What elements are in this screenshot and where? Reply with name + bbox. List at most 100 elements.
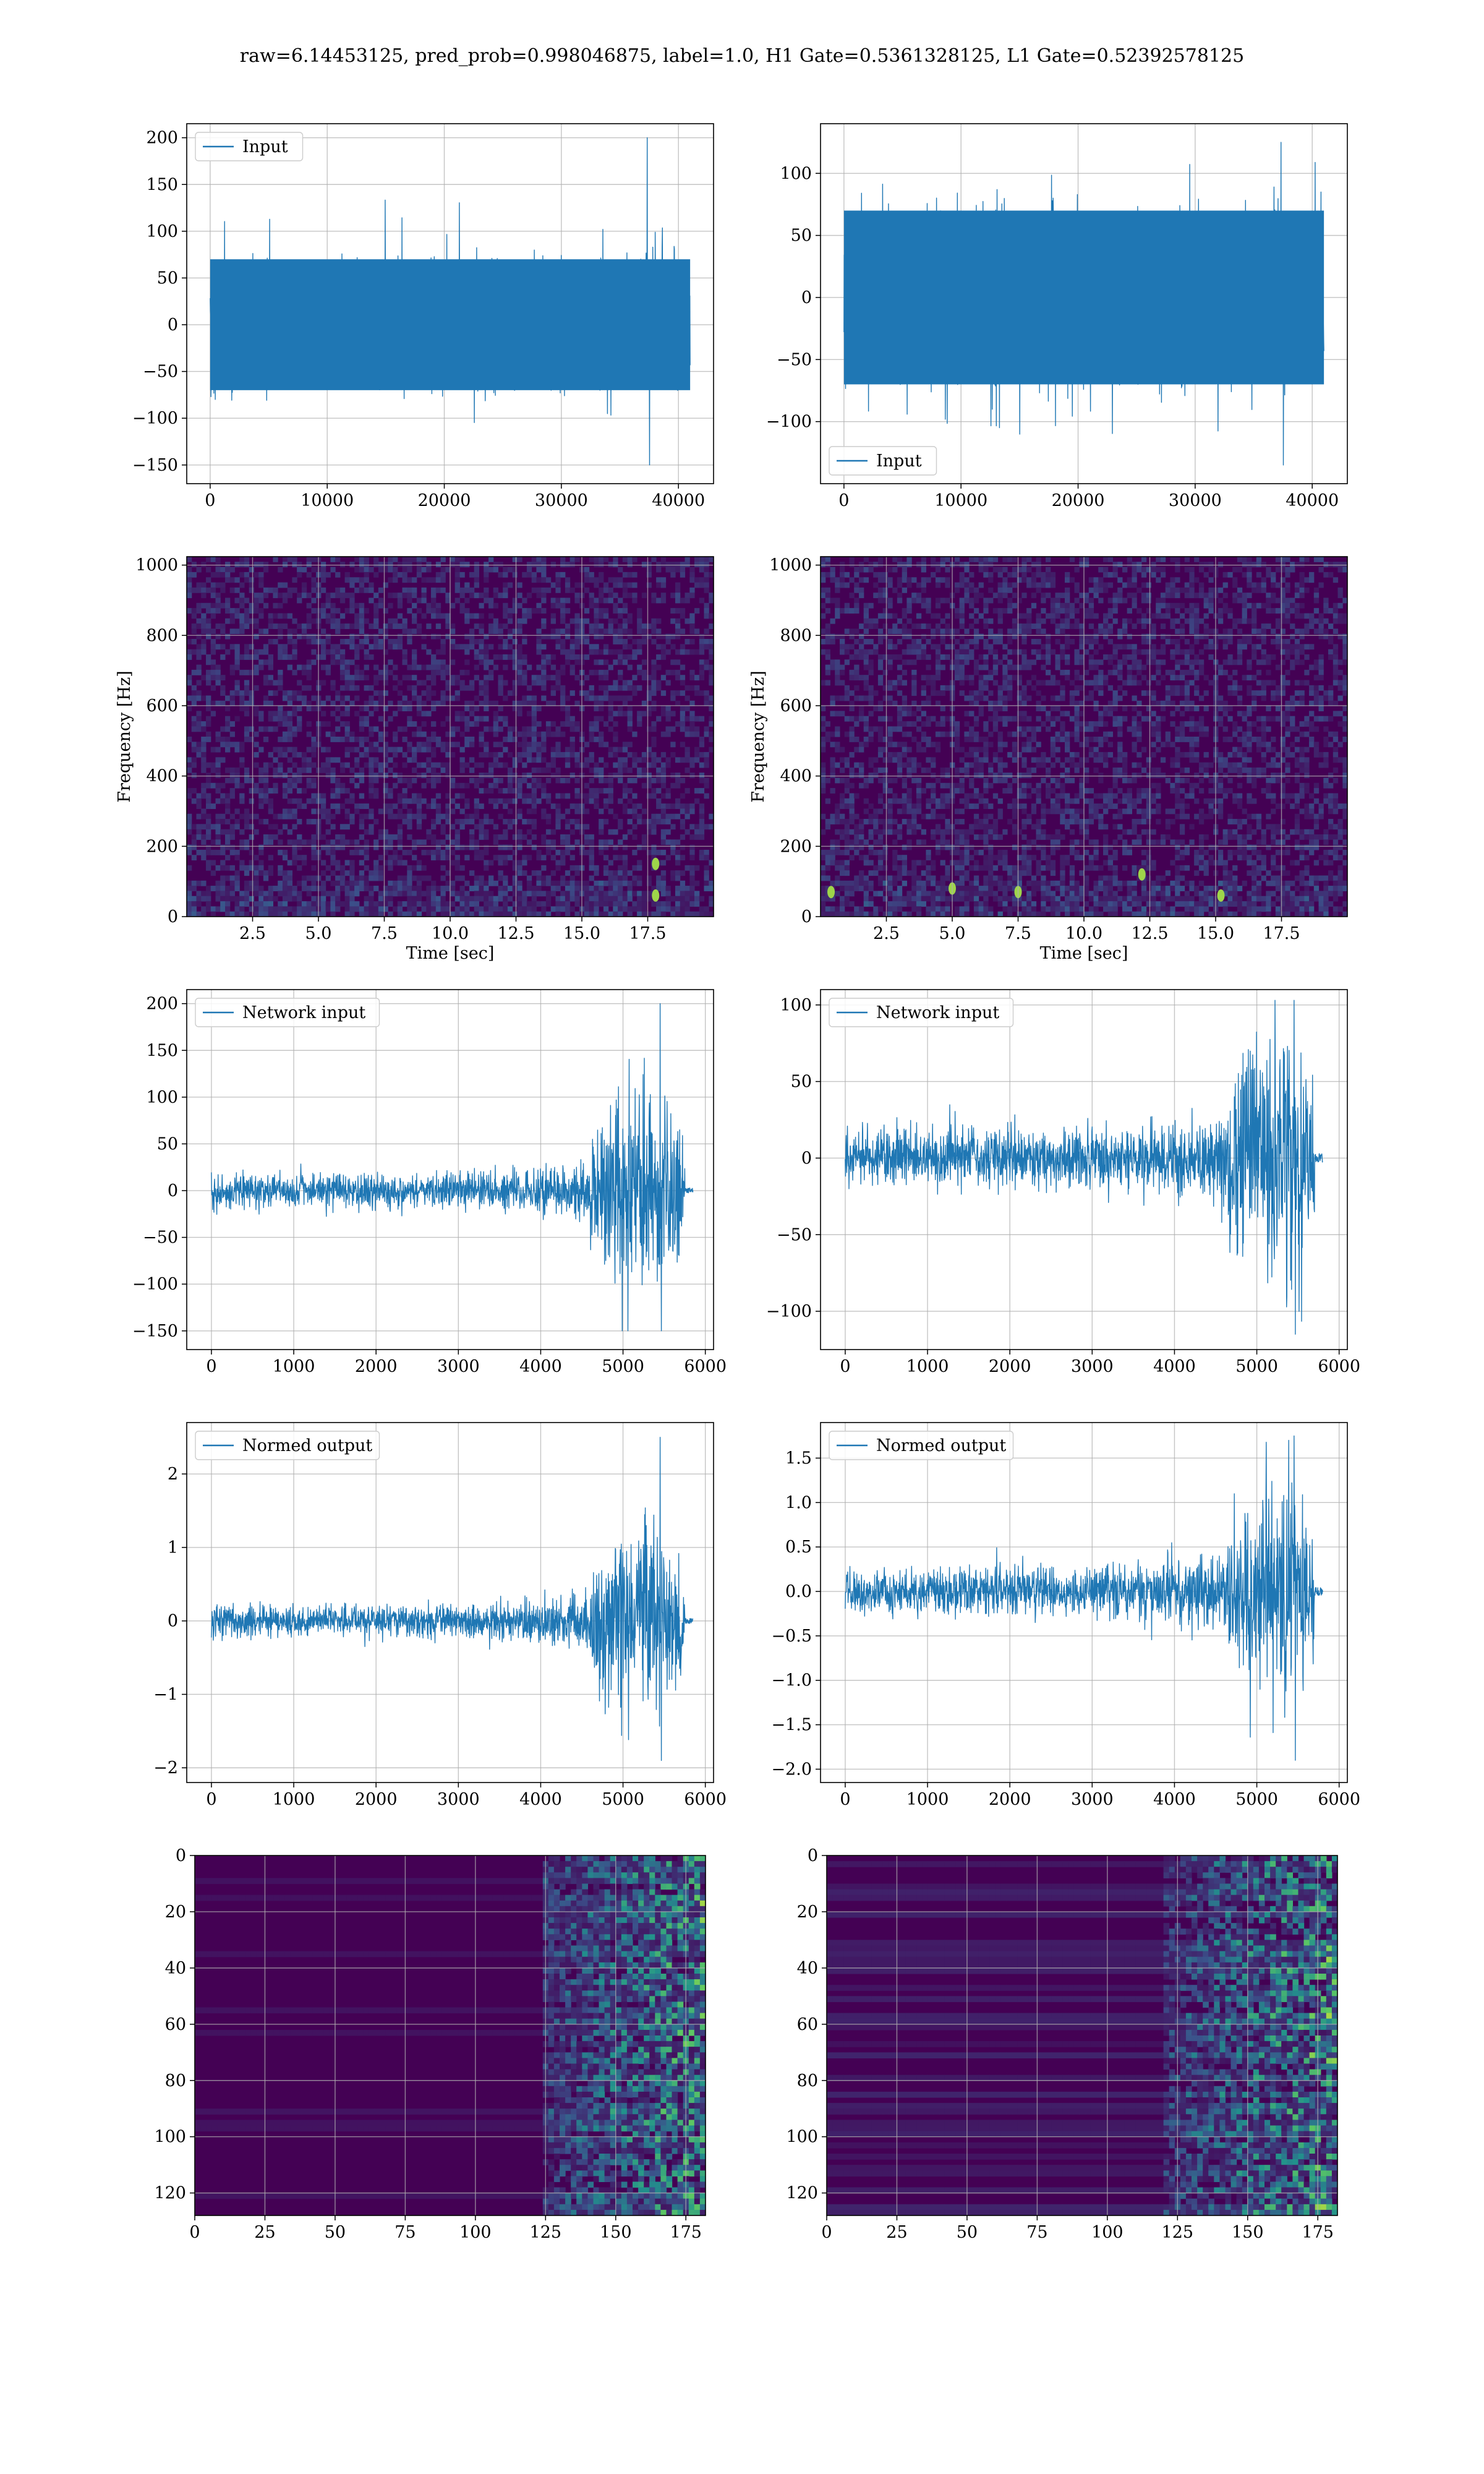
spectrogram-cell: [364, 562, 369, 568]
spectrogram-cell: [191, 880, 197, 886]
spectrogram-cell: [359, 706, 365, 711]
spectrogram-cell: [301, 860, 307, 866]
spectrogram-cell: [421, 567, 427, 573]
spectrogram-cell: [1198, 618, 1205, 624]
spectrogram-cell: [651, 777, 657, 784]
spectrogram-cell: [493, 782, 498, 789]
spectrogram-cell: [335, 782, 341, 789]
spectrogram-cell: [287, 737, 292, 742]
spectrogram-cell: [589, 597, 594, 604]
spectrogram-cell: [459, 808, 465, 815]
spectrogram-cell: [599, 886, 604, 891]
spectrogram-cell: [191, 906, 197, 912]
spectrogram-cell: [517, 649, 522, 655]
spectrogram-cell: [454, 680, 460, 686]
spectrogram-cell: [325, 906, 331, 912]
spectrogram-cell: [397, 911, 403, 917]
spectrogram-cell: [651, 639, 657, 644]
spectrogram-cell: [646, 891, 652, 897]
spectrogram-cell: [1007, 582, 1013, 588]
spectrogram-cell: [320, 767, 326, 773]
spectrogram-cell: [531, 896, 537, 902]
spectrogram-cell: [613, 896, 618, 902]
spectrogram-cell: [935, 582, 941, 588]
spectrogram-cell: [517, 788, 522, 794]
spectrogram-cell: [339, 613, 346, 619]
spectrogram-cell: [369, 777, 374, 784]
spectrogram-cell: [689, 669, 695, 675]
spectrogram-cell: [474, 849, 479, 855]
spectrogram-cell: [354, 849, 360, 855]
spectrogram-cell: [359, 767, 365, 773]
spectrogram-cell: [393, 623, 398, 629]
spectrogram-cell: [675, 855, 681, 861]
spectrogram-cell: [484, 680, 489, 686]
spectrogram-cell: [206, 633, 211, 640]
x-tick-label: 30000: [535, 491, 588, 510]
spectrogram-cell: [854, 602, 859, 609]
spectrogram-cell: [589, 777, 594, 784]
spectrogram-cell: [268, 870, 273, 876]
figure-title: raw=6.14453125, pred_prob=0.998046875, l…: [240, 45, 1244, 67]
spectrogram-cell: [325, 618, 331, 624]
spectrogram-cell: [196, 911, 202, 917]
spectrogram-cell: [440, 767, 446, 773]
spectrogram-cell: [225, 886, 231, 891]
spectrogram-cell: [1041, 597, 1046, 604]
spectrogram-cell: [426, 886, 432, 891]
spectrogram-cell: [997, 613, 1003, 619]
spectrogram-cell: [608, 777, 613, 784]
spectrogram-cell: [244, 644, 250, 650]
spectrogram-cell: [388, 669, 393, 675]
spectrogram-cell: [632, 757, 638, 763]
spectrogram-cell: [684, 726, 690, 732]
spectrogram-cell: [464, 742, 470, 748]
spectrogram-cell: [507, 782, 513, 789]
spectrogram-cell: [373, 644, 379, 650]
spectrogram-cell: [469, 587, 475, 593]
spectrogram-cell: [680, 562, 686, 568]
spectrogram-cell: [287, 875, 292, 881]
spectrogram-cell: [1156, 649, 1161, 655]
spectrogram-cell: [589, 834, 594, 840]
spectrogram-cell: [393, 747, 398, 753]
spectrogram-cell: [201, 737, 207, 742]
spectrogram-cell: [359, 793, 365, 799]
spectrogram-cell: [603, 891, 609, 897]
spectrogram-cell: [1184, 649, 1190, 655]
spectrogram-cell: [397, 623, 403, 629]
spectrogram-cell: [603, 855, 609, 861]
spectrogram-cell: [526, 906, 532, 912]
spectrogram-cell: [1170, 582, 1175, 588]
spectrogram-cell: [1160, 593, 1166, 599]
spectrogram-cell: [1127, 618, 1132, 624]
spectrogram-cell: [916, 613, 922, 619]
spectrogram-cell: [825, 597, 830, 604]
spectrogram-cell: [646, 747, 652, 753]
spectrogram-cell: [926, 623, 931, 629]
spectrogram-cell: [378, 700, 384, 706]
spectrogram-cell: [431, 896, 437, 902]
spectrogram-cell: [1184, 639, 1190, 644]
spectrogram-cell: [627, 582, 633, 588]
spectrogram-cell: [301, 669, 307, 675]
spectrogram-cell: [651, 757, 657, 763]
spectrogram-cell: [220, 901, 226, 907]
spectrogram-cell: [397, 880, 403, 886]
spectrogram-cell: [354, 613, 360, 619]
spectrogram-cell: [263, 649, 269, 655]
spectrogram-cell: [273, 886, 278, 891]
spectrogram-cell: [306, 700, 312, 706]
spectrogram-cell: [599, 587, 604, 593]
spectrogram-cell: [536, 901, 542, 907]
spectrogram-cell: [450, 680, 456, 686]
spectrogram-cell: [258, 906, 264, 912]
spectrogram-cell: [603, 803, 609, 809]
spectrogram-cell: [187, 706, 192, 711]
spectrogram-cell: [906, 628, 912, 635]
spectrogram-cell: [493, 623, 498, 629]
spectrogram-cell: [393, 773, 398, 779]
spectrogram-cell: [526, 695, 532, 701]
spectrogram-cell: [656, 886, 662, 891]
spectrogram-cell: [684, 557, 690, 562]
